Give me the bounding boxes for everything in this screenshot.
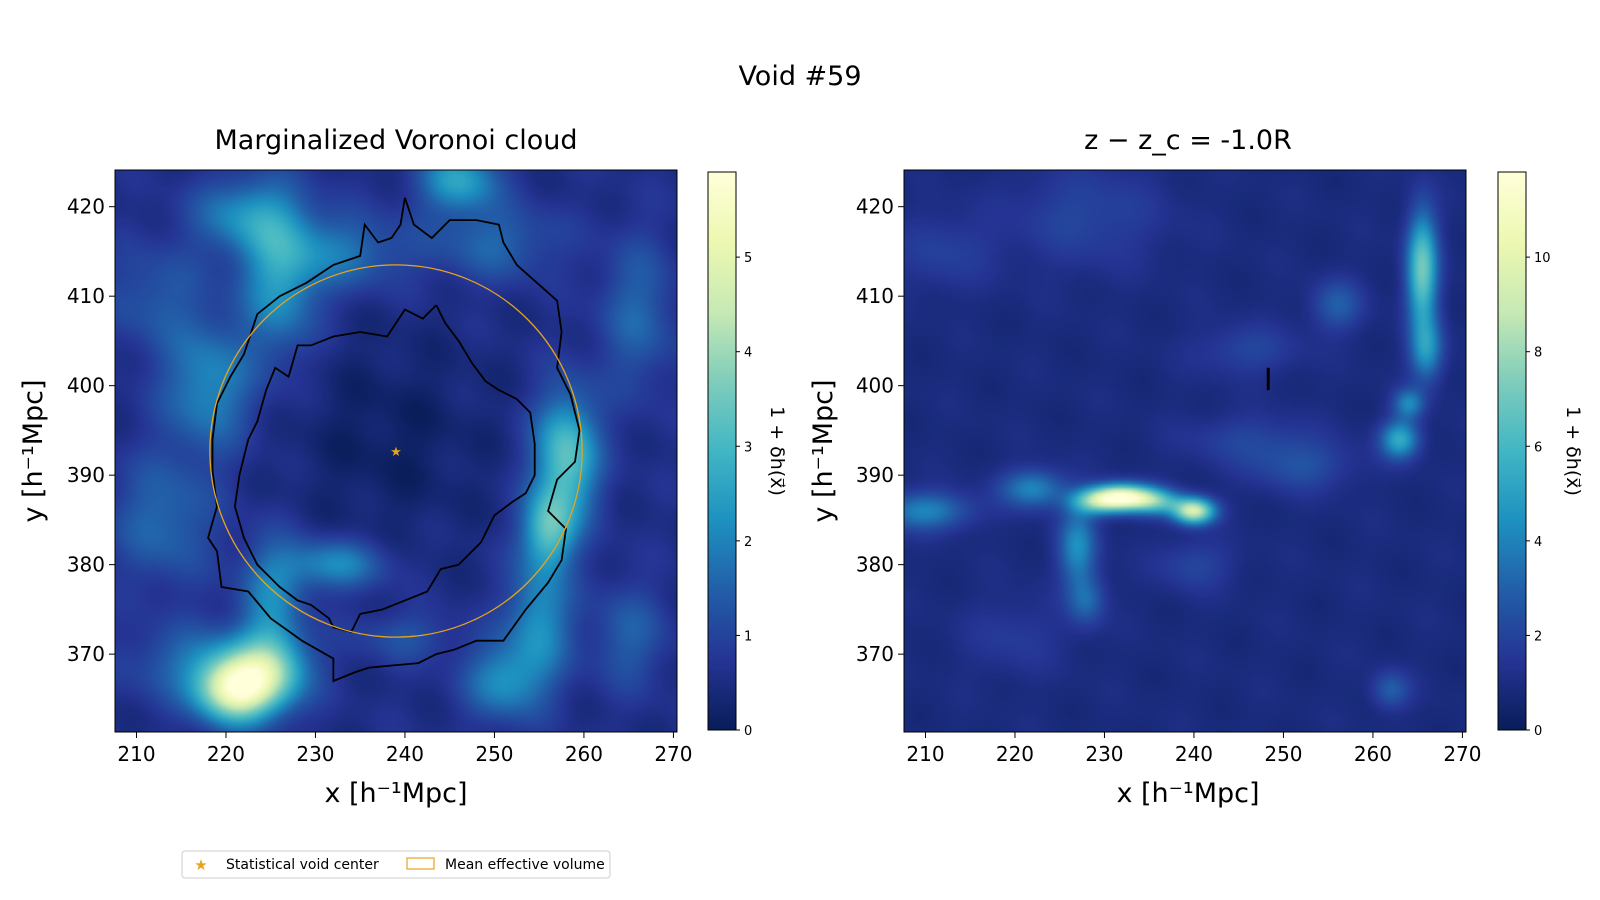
legend-label-void-center: Statistical void center xyxy=(226,857,379,873)
legend-star-icon: ★ xyxy=(194,856,207,874)
colorbar-tick-label: 6 xyxy=(1534,440,1542,455)
y-tick-label: 380 xyxy=(67,553,105,577)
left-x-axis-label: x [h⁻¹Mpc] xyxy=(324,778,467,809)
colorbar-tick-label: 8 xyxy=(1534,346,1542,361)
y-tick-label: 420 xyxy=(67,195,105,219)
right-y-axis-label: y [h⁻¹Mpc] xyxy=(808,379,839,522)
left-density-heatmap xyxy=(115,170,677,732)
left-panel-title: Marginalized Voronoi cloud xyxy=(214,125,577,156)
x-tick-label: 210 xyxy=(906,742,944,766)
left-y-axis-label: y [h⁻¹Mpc] xyxy=(18,379,49,522)
colorbar-tick-label: 1 xyxy=(744,629,752,644)
left-colorbar xyxy=(707,171,737,731)
right-panel-title: z − z_c = -1.0R xyxy=(1084,125,1292,156)
left-x-ticks: 210 220 230 240 250 260 270 xyxy=(117,732,693,766)
x-tick-label: 220 xyxy=(996,742,1034,766)
figure-title: Void #59 xyxy=(738,61,861,92)
void-contour-0 xyxy=(207,197,581,683)
right-x-ticks: 210 220 230 240 250 260 270 xyxy=(906,732,1482,766)
right-colorbar-label: 1 + δh(x⃗) xyxy=(1562,406,1584,496)
x-tick-label: 250 xyxy=(475,742,513,766)
y-tick-label: 390 xyxy=(856,463,894,487)
x-tick-label: 230 xyxy=(296,742,334,766)
colorbar-tick-label: 5 xyxy=(744,251,752,266)
colorbar-tick-label: 2 xyxy=(744,535,752,550)
left-plot-frame xyxy=(114,169,678,733)
left-colorbar-ticks: 0 1 2 3 4 5 xyxy=(736,251,752,739)
x-tick-label: 240 xyxy=(386,742,424,766)
legend: ★ Statistical void center Mean effective… xyxy=(181,850,611,879)
y-tick-label: 370 xyxy=(856,642,894,666)
y-tick-label: 410 xyxy=(67,284,105,308)
left-overlay: ★ xyxy=(207,197,583,683)
right-plot-frame xyxy=(903,169,1467,733)
colorbar-tick-label: 3 xyxy=(744,440,752,455)
y-tick-label: 410 xyxy=(856,284,894,308)
right-y-ticks: 370 380 390 400 410 420 xyxy=(856,195,904,666)
y-tick-label: 420 xyxy=(856,195,894,219)
colorbar-tick-label: 2 xyxy=(1534,629,1542,644)
left-colorbar-label: 1 + δh(x⃗) xyxy=(766,406,788,496)
right-x-axis-label: x [h⁻¹Mpc] xyxy=(1116,778,1259,809)
x-tick-label: 240 xyxy=(1175,742,1213,766)
right-colorbar xyxy=(1497,171,1527,731)
x-tick-label: 230 xyxy=(1085,742,1123,766)
x-tick-label: 260 xyxy=(1354,742,1392,766)
mean-effective-volume-circle xyxy=(209,264,583,638)
x-tick-label: 220 xyxy=(207,742,245,766)
y-tick-label: 400 xyxy=(67,374,105,398)
colorbar-tick-label: 0 xyxy=(744,724,752,739)
colorbar-tick-label: 10 xyxy=(1534,251,1551,266)
x-tick-label: 210 xyxy=(117,742,155,766)
legend-box xyxy=(181,850,611,879)
y-tick-label: 400 xyxy=(856,374,894,398)
x-tick-label: 250 xyxy=(1264,742,1302,766)
y-tick-label: 380 xyxy=(856,553,894,577)
right-density-heatmap xyxy=(904,170,1466,732)
x-tick-label: 270 xyxy=(654,742,692,766)
right-colorbar-ticks: 0 2 4 6 8 10 xyxy=(1526,251,1551,739)
legend-rectangle-icon xyxy=(406,857,435,870)
right-panel: z − z_c = -1.0R 210 220 230 240 250 260 270 37… xyxy=(808,125,1584,809)
void-contour-1 xyxy=(233,304,536,633)
y-tick-label: 370 xyxy=(67,642,105,666)
legend-label-effective-volume: Mean effective volume xyxy=(445,857,605,873)
left-panel: Marginalized Voronoi cloud ★ 210 220 230 24… xyxy=(18,125,788,809)
left-y-ticks: 370 380 390 400 410 420 xyxy=(67,195,115,666)
colorbar-tick-label: 0 xyxy=(1534,724,1542,739)
colorbar-tick-label: 4 xyxy=(1534,535,1542,550)
y-tick-label: 390 xyxy=(67,463,105,487)
x-tick-label: 260 xyxy=(565,742,603,766)
colorbar-tick-label: 4 xyxy=(744,346,752,361)
x-tick-label: 270 xyxy=(1443,742,1481,766)
void-center-marker: ★ xyxy=(390,445,402,460)
